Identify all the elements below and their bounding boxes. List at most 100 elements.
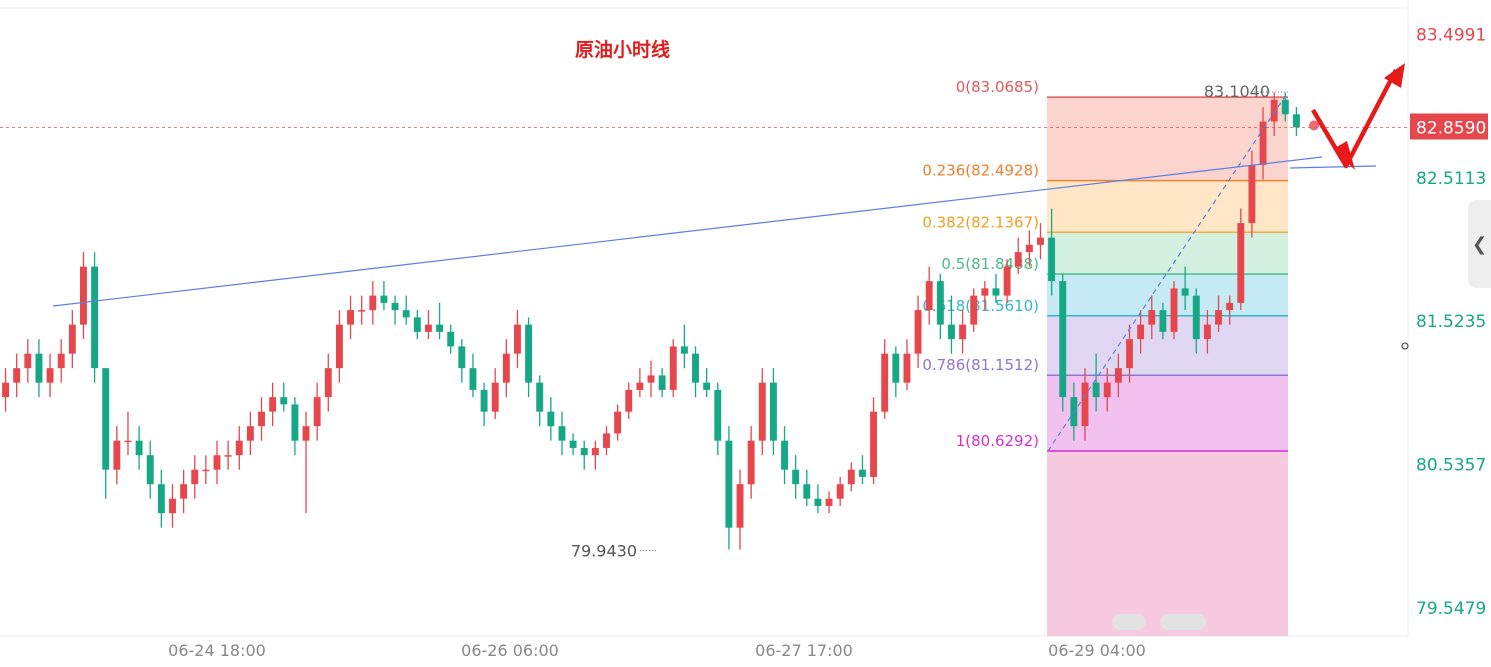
candle-body [647,375,655,383]
candle-body [814,498,822,506]
candle-body [291,404,299,441]
candle-body [258,411,265,427]
candle-body [714,389,722,441]
candle-body [1237,223,1245,303]
candle-body [157,484,165,514]
candle-body [747,440,755,485]
candle-body [936,281,944,325]
candle-body [1014,252,1022,267]
drawings: 83.1040 79.9430 [0,63,1409,560]
fib-level-label: 0.786(81.1512) [922,356,1039,374]
trend-line [52,156,1323,307]
candle-body [1081,382,1089,427]
candle-body [202,469,210,472]
candle-body [948,324,955,340]
candle-body [146,455,154,485]
candle-body [614,411,622,434]
candle-body [358,310,366,312]
candle-body [858,469,866,477]
candle-body [536,382,544,412]
fibonacci-retracement: 0(83.0685) 0.236(82.4928) 0.382(82.1367) 0.… [922,78,1288,636]
scroll-pill-right[interactable] [1160,614,1206,630]
candle-body [769,382,777,441]
price-axis: 83.4991 82.5113 81.5235 80.5357 79.5479 82.85… [1410,26,1488,619]
candle-body [1103,382,1111,398]
candle-body [169,498,176,514]
candle-body [525,324,533,383]
candle-body [1137,324,1145,340]
candle-body [669,346,677,390]
candle-body [703,382,711,390]
candle-body [992,288,1000,296]
candle-body [124,440,132,443]
candle-body [80,266,87,325]
candle-body [1037,237,1044,245]
candle-body [480,389,488,412]
candle-body [870,411,878,477]
candle-body [246,426,254,441]
candle-body [469,368,477,390]
candle-body [625,389,633,412]
time-tick-label: 06-24 18:00 [168,641,266,660]
fib-band [1047,180,1288,233]
candle-body [191,469,199,485]
candle-body [892,353,900,383]
candle-body [1192,295,1200,340]
candle-body [1059,281,1067,398]
candle-body [1126,339,1133,369]
candle-body [113,440,121,470]
fib-band [1047,97,1288,181]
fib-level-label: 1(80.6292) [956,432,1039,450]
candle-body [636,382,644,390]
candle-body [1092,382,1100,398]
candle-body [280,397,288,405]
candle-body [1159,310,1167,332]
candle-body [1181,288,1189,296]
candle-body [458,346,466,369]
scroll-pill-left[interactable] [1112,614,1146,630]
candle-body [391,302,399,311]
candle-body [35,353,43,383]
candle-body [24,353,32,369]
candle-body [135,440,143,456]
candle-body [1292,114,1300,128]
candle-body [680,346,688,354]
candle-body [369,295,377,311]
candle-body [491,382,499,412]
candle-body [725,440,733,528]
candle-body [781,440,788,470]
candle-body [235,440,243,456]
candle-body [959,324,967,340]
candle-body [1215,310,1222,325]
last-price-badge [1410,113,1488,140]
forecast-arrowhead-up [1384,63,1405,88]
candle-body [591,447,599,456]
candle-body [692,353,699,383]
fib-band [1047,315,1288,376]
candle-body [803,484,811,499]
candle-body [1270,99,1278,122]
support-line [1289,165,1377,169]
candle-body [658,375,666,390]
candle-body [447,331,455,347]
fib-band [1047,232,1288,275]
candle-body [424,324,432,332]
price-tick-label: 81.5235 [1416,312,1486,332]
candle-body [413,317,421,332]
last-price-label: 82.8590 [1416,118,1486,138]
candle-body [1003,266,1011,296]
candle-body [302,426,310,441]
candle-body [380,295,388,303]
collapse-panel-button[interactable]: ❮ [1468,200,1491,288]
candle-body [1114,368,1122,383]
candle-body [1226,302,1234,311]
candle-body [903,353,911,383]
price-tick-label: 80.5357 [1416,456,1486,476]
last-price-dot [1309,120,1319,131]
candles [2,92,1300,550]
candle-body [547,411,555,427]
fib-level-label: 0(83.0685) [956,78,1039,96]
candle-body [603,433,610,448]
price-tick-label: 83.4991 [1416,26,1486,46]
